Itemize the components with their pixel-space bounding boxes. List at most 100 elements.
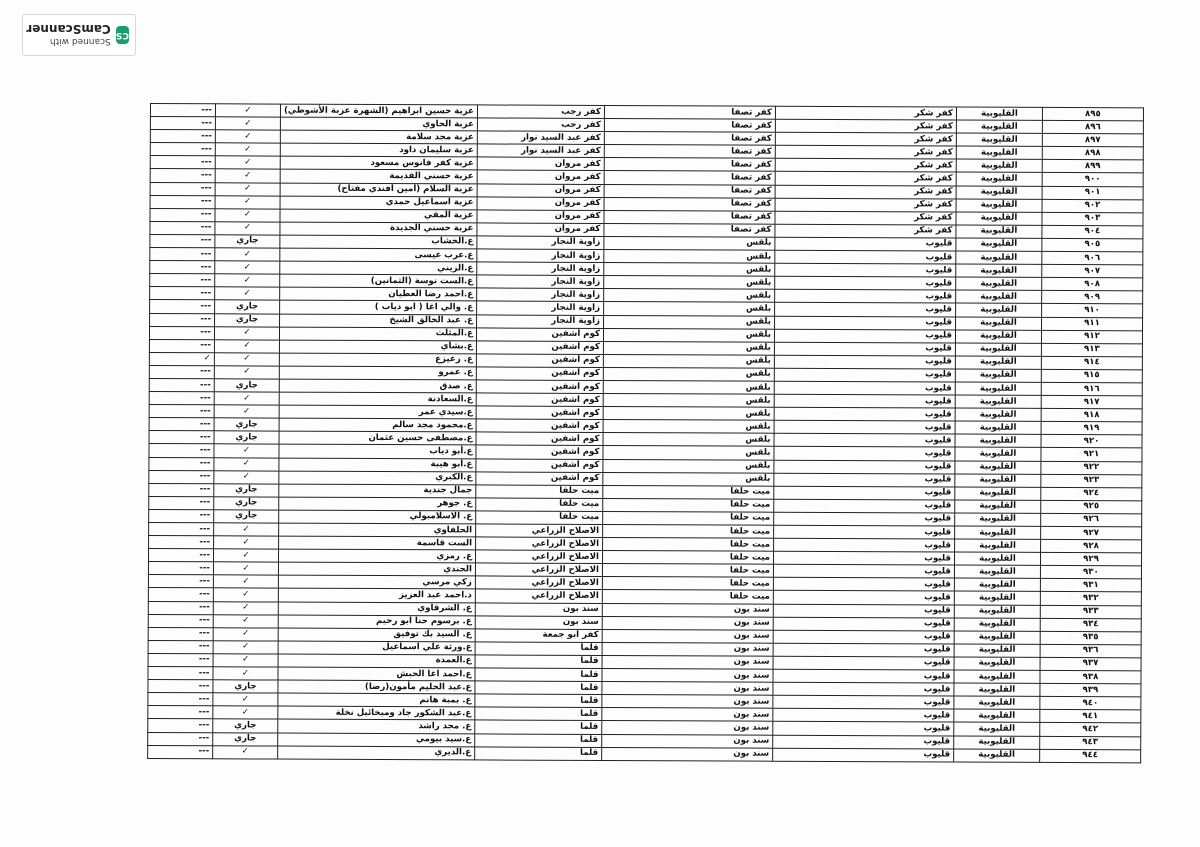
extra-status-cell: --- bbox=[148, 640, 214, 654]
status-cell: ✓ bbox=[215, 129, 281, 144]
row-number-cell: ٨٩٨ bbox=[1042, 146, 1144, 161]
status-cell: ✓ bbox=[213, 522, 279, 537]
ezba-name-cell: عزبة حسني القديمة bbox=[280, 169, 478, 184]
row-number-cell: ٩١٦ bbox=[1041, 382, 1143, 396]
governorate-cell: القليوبية bbox=[955, 237, 1042, 252]
status-cell: جاري bbox=[212, 679, 278, 694]
governorate-cell: القليوبية bbox=[955, 277, 1042, 291]
status-cell: ✓ bbox=[214, 352, 280, 366]
markaz-cell: قليوب bbox=[774, 394, 956, 409]
status-cell: جاري bbox=[214, 418, 280, 432]
local-unit-cell: سند بون bbox=[602, 603, 774, 617]
village-cell: كوم اشفين bbox=[476, 340, 604, 355]
governorate-cell: القليوبية bbox=[954, 539, 1041, 553]
local-unit-cell: كفر تصفا bbox=[604, 184, 776, 198]
village-cell: قلما bbox=[474, 707, 602, 721]
extra-status-cell: --- bbox=[147, 705, 213, 720]
village-cell: كوم اشفين bbox=[475, 458, 603, 473]
markaz-cell: قليوب bbox=[772, 734, 954, 749]
ezba-name-cell: ع.عبد الحليم مأمون(رضا) bbox=[277, 680, 475, 695]
row-number-cell: ٩٣٢ bbox=[1040, 591, 1142, 606]
local-unit-cell: بلقس bbox=[603, 328, 775, 342]
ezba-name-cell: ع.سيدي عمر bbox=[279, 405, 477, 420]
markaz-cell: قليوب bbox=[774, 263, 956, 278]
governorate-cell: القليوبية bbox=[955, 264, 1042, 278]
ezba-name-cell: ع.محمود مجد سالم bbox=[279, 418, 477, 433]
governorate-cell: القليوبية bbox=[956, 107, 1043, 121]
markaz-cell: قليوب bbox=[772, 747, 954, 762]
governorate-cell: القليوبية bbox=[955, 290, 1042, 304]
status-cell: ✓ bbox=[215, 195, 281, 209]
status-cell: جاري bbox=[214, 378, 280, 393]
local-unit-cell: سند بون bbox=[601, 681, 773, 696]
markaz-cell: قليوب bbox=[774, 341, 956, 356]
local-unit-cell: ميت حلفا bbox=[602, 537, 774, 552]
status-cell: ✓ bbox=[215, 103, 281, 118]
row-number-cell: ٩١٤ bbox=[1041, 356, 1143, 370]
governorate-cell: القليوبية bbox=[956, 185, 1043, 200]
row-number-cell: ٩٢١ bbox=[1040, 447, 1142, 462]
governorate-cell: القليوبية bbox=[955, 251, 1042, 265]
local-unit-cell: بلقس bbox=[602, 432, 775, 447]
governorate-cell: القليوبية bbox=[955, 421, 1042, 435]
status-cell: ✓ bbox=[214, 339, 280, 353]
status-cell: جاري bbox=[213, 509, 279, 524]
row-number-cell: ٩٠٢ bbox=[1042, 199, 1144, 213]
markaz-cell: قليوب bbox=[773, 551, 955, 566]
governorate-cell: القليوبية bbox=[954, 630, 1041, 645]
extra-status-cell: --- bbox=[149, 247, 215, 261]
village-cell: كوم اشفين bbox=[476, 379, 604, 394]
governorate-cell: القليوبية bbox=[955, 368, 1042, 383]
local-unit-cell: ميت حلفا bbox=[602, 498, 774, 513]
row-number-cell: ٩٤١ bbox=[1039, 709, 1141, 724]
status-cell: ✓ bbox=[215, 182, 281, 196]
row-number-cell: ٨٩٦ bbox=[1042, 120, 1144, 135]
ezba-name-cell: ع. والي اغا ( ابو دياب ) bbox=[279, 300, 477, 315]
village-cell: قلما bbox=[474, 720, 602, 734]
governorate-cell: القليوبية bbox=[954, 656, 1041, 671]
village-cell: قلما bbox=[474, 746, 602, 761]
markaz-cell: كفر شكر bbox=[775, 145, 957, 160]
row-number-cell: ٩٢٧ bbox=[1040, 526, 1142, 540]
village-cell: كفر مروان bbox=[476, 209, 605, 224]
status-cell: ✓ bbox=[213, 653, 279, 668]
local-unit-cell: سند بون bbox=[602, 629, 774, 644]
status-cell: جاري bbox=[213, 496, 279, 510]
local-unit-cell: بلقس bbox=[603, 249, 775, 264]
status-cell: ✓ bbox=[213, 548, 279, 563]
row-number-cell: ٩٠٤ bbox=[1041, 225, 1143, 239]
village-cell: الاصلاح الزراعي bbox=[475, 537, 603, 551]
row-number-cell: ٩٠٨ bbox=[1041, 277, 1143, 292]
markaz-cell: قليوب bbox=[772, 669, 955, 684]
status-cell: ✓ bbox=[214, 221, 280, 236]
ezba-name-cell: الجندي bbox=[278, 562, 476, 577]
row-number-cell: ٩٢٣ bbox=[1040, 474, 1142, 488]
extra-status-cell: --- bbox=[148, 522, 214, 536]
village-cell: ميت حلفا bbox=[475, 484, 603, 499]
table-body: ٨٩٥ القليوبية كفر شكر كفر تصفا كفر رجب عزبة ح… bbox=[147, 103, 1144, 763]
status-cell: ✓ bbox=[213, 562, 279, 576]
village-cell: ميت حلفا bbox=[475, 497, 603, 512]
governorate-cell: القليوبية bbox=[954, 473, 1041, 488]
local-unit-cell: سند بون bbox=[601, 668, 774, 683]
status-cell: ✓ bbox=[215, 116, 281, 131]
local-unit-cell: سند بون bbox=[602, 642, 774, 657]
markaz-cell: قليوب bbox=[774, 250, 956, 265]
row-number-cell: ٩٣٦ bbox=[1040, 644, 1142, 658]
row-number-cell: ٩٠٦ bbox=[1041, 251, 1143, 265]
status-cell: ✓ bbox=[212, 706, 278, 720]
row-number-cell: ٩٣٥ bbox=[1040, 631, 1142, 645]
status-cell: جاري bbox=[213, 483, 279, 497]
local-unit-cell: بلقس bbox=[603, 262, 775, 277]
status-cell: ✓ bbox=[212, 692, 278, 707]
local-unit-cell: بلقس bbox=[603, 288, 775, 303]
ezba-name-cell: عزبة حسين ابراهيم (الشهرة عزبة الأشوطي) bbox=[280, 104, 478, 119]
village-cell: الاصلاح الزراعي bbox=[475, 523, 603, 538]
village-cell: كوم اشفين bbox=[476, 392, 604, 407]
extra-status-cell: --- bbox=[149, 365, 215, 379]
status-cell: ✓ bbox=[215, 169, 281, 183]
village-cell: كوم اشفين bbox=[475, 471, 603, 486]
ezba-name-cell: عزبة اسماعيل حمدي bbox=[280, 195, 478, 210]
village-cell: كوم اشفين bbox=[476, 353, 604, 368]
row-number-cell: ٩٣٣ bbox=[1040, 604, 1142, 619]
